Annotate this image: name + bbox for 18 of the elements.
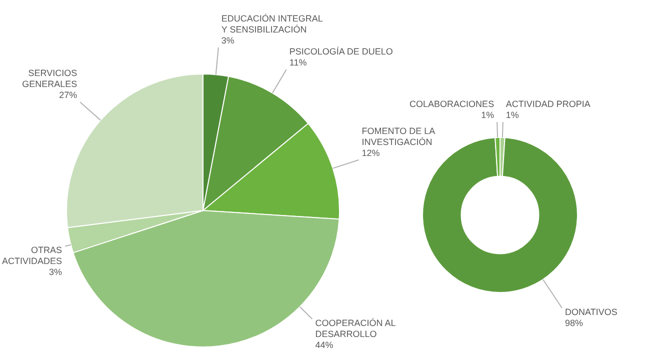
data-label: 1%: [506, 110, 519, 120]
data-label: 12%: [362, 148, 380, 158]
data-label: 3%: [221, 35, 234, 46]
data-label: 1%: [481, 110, 494, 120]
slice-label: PSICOLOGÍA DE DUELO: [289, 46, 393, 56]
slice-label: DONATIVOS: [565, 306, 618, 317]
slice-label: ACTIVIDAD PROPIA: [506, 99, 590, 110]
slice-label: EDUCACIÓN INTEGRAL Y SENSIBILIZACIÓN: [221, 13, 323, 34]
slice-label: SERVICIOS GENERALES: [22, 68, 78, 90]
slice-label: FOMENTO DE LA INVESTIGACIÓN: [362, 126, 436, 147]
data-label: 27%: [59, 90, 78, 100]
data-label: 3%: [48, 267, 62, 278]
data-label: 98%: [565, 318, 584, 328]
slice-label: COOPERACIÓN AL DESARROLLO: [315, 318, 396, 339]
slice-label: OTRAS ACTIVIDADES: [2, 245, 62, 266]
data-label: 11%: [289, 57, 307, 68]
data-label: 44%: [315, 340, 334, 350]
slice-label: COLABORACIONES: [410, 99, 494, 110]
